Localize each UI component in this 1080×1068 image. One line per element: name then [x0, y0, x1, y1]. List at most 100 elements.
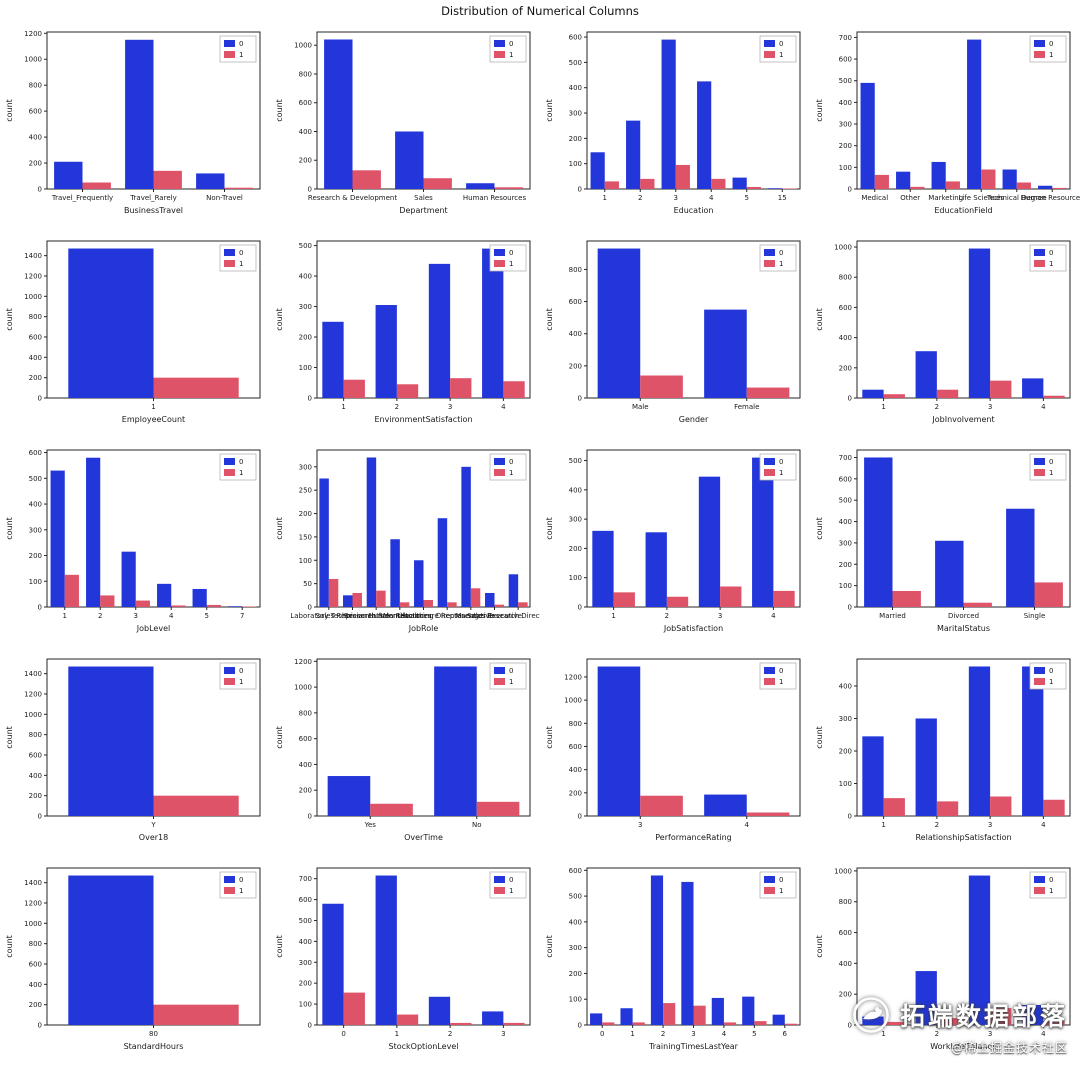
x-tick-label: Single [1024, 612, 1046, 620]
x-tick-label: 4 [1041, 821, 1046, 829]
x-axis-label: WorkLifeBalance [930, 1042, 997, 1051]
legend-swatch-0 [764, 249, 775, 256]
bar-series-1 [1052, 187, 1067, 189]
bar-series-1 [602, 1022, 615, 1025]
y-tick-label: 400 [29, 981, 42, 989]
bar-series-1 [242, 606, 257, 607]
y-tick-label: 100 [299, 1001, 312, 1009]
bar-series-0 [860, 82, 875, 189]
x-tick-label: 4 [169, 612, 174, 620]
chart-svg-WorkLifeBalance: 0 200 400 600 800 1000 count 1 2 3 4 WorkLifeBalanc… [815, 867, 1071, 1051]
y-tick-label: 400 [29, 772, 42, 780]
bar-series-0 [968, 248, 991, 398]
legend-label-1: 1 [1049, 51, 1053, 59]
x-axis-label: PerformanceRating [655, 833, 732, 842]
bar-series-1 [613, 592, 635, 607]
bar-series-1 [892, 590, 921, 607]
x-tick-label: 4 [771, 612, 776, 620]
y-tick-label: 600 [569, 34, 582, 42]
y-tick-label: 400 [299, 273, 312, 281]
y-tick-label: 0 [38, 604, 42, 612]
legend-swatch-1 [764, 469, 775, 476]
legend-label-1: 1 [239, 887, 243, 895]
legend-label-0: 0 [239, 458, 243, 466]
y-tick-label: 150 [299, 533, 312, 541]
y-tick-label: 1200 [564, 673, 582, 681]
legend-swatch-1 [494, 260, 505, 267]
bar-series-0 [661, 39, 676, 189]
bar-series-1 [494, 604, 504, 607]
legend-label-1: 1 [779, 51, 783, 59]
y-tick-label: 0 [848, 1022, 852, 1030]
y-tick-label: 50 [303, 580, 312, 588]
x-axis-label: StandardHours [124, 1042, 184, 1051]
subplot-MaritalStatus: 0 100 200 300 400 500 600 700 count Married Divorc… [810, 440, 1080, 649]
legend-label-0: 0 [239, 249, 243, 257]
legend-swatch-1 [224, 887, 235, 894]
y-axis-label: count [5, 308, 14, 331]
bar-series-0 [620, 1008, 633, 1025]
x-tick-label: Manufacturing Director [383, 612, 464, 620]
y-axis-label: count [5, 935, 14, 958]
legend-label-0: 0 [1049, 249, 1053, 257]
bar-series-1 [990, 796, 1012, 816]
bar-series-1 [782, 188, 797, 189]
x-tick-label: 1 [630, 1030, 634, 1038]
y-axis-label: count [545, 99, 554, 122]
bar-series-1 [352, 170, 381, 189]
bar-series-1 [503, 1022, 525, 1025]
bar-series-1 [936, 389, 959, 398]
y-tick-label: 400 [569, 918, 582, 926]
bar-series-1 [1043, 799, 1065, 816]
x-tick-label: Male [632, 403, 649, 411]
legend-swatch-1 [494, 469, 505, 476]
subplot-EducationField: 0 100 200 300 400 500 600 700 count Medical Other M… [810, 22, 1080, 231]
bar-series-1 [153, 170, 182, 189]
legend-swatch-0 [1034, 667, 1045, 674]
y-tick-label: 0 [38, 813, 42, 821]
x-tick-label: Human Resources [463, 194, 527, 202]
x-axis-label: OverTime [404, 833, 443, 842]
y-tick-label: 800 [299, 70, 312, 78]
y-tick-label: 100 [839, 780, 852, 788]
y-tick-label: 300 [569, 944, 582, 952]
legend-swatch-1 [494, 887, 505, 894]
charts-grid: 0 200 400 600 800 1000 1200 count Travel_Frequen… [0, 22, 1080, 1067]
x-tick-label: 1 [63, 612, 67, 620]
legend-box [759, 662, 797, 690]
y-tick-label: 600 [29, 108, 42, 116]
bar-series-0 [597, 666, 641, 816]
legend-box [1029, 453, 1067, 481]
x-tick-label: 5 [205, 612, 209, 620]
legend-swatch-1 [224, 51, 235, 58]
legend-label-0: 0 [779, 876, 783, 884]
subplot-BusinessTravel: 0 200 400 600 800 1000 1200 count Travel_Frequen… [0, 22, 270, 231]
y-tick-label: 1000 [294, 42, 312, 50]
y-tick-label: 500 [569, 893, 582, 901]
chart-svg-JobRole: 0 50 100 150 200 250 300 count Laboratory Techni… [275, 449, 550, 633]
x-tick-label: 4 [722, 1030, 727, 1038]
legend-label-1: 1 [239, 678, 243, 686]
bar-series-0 [121, 551, 136, 607]
x-tick-label: 2 [665, 612, 669, 620]
legend-swatch-0 [494, 667, 505, 674]
y-tick-label: 600 [29, 333, 42, 341]
bar-series-1 [693, 1005, 706, 1025]
x-tick-label: 3 [988, 1030, 992, 1038]
subplot-TrainingTimesLastYear: 0 100 200 300 400 500 600 count 0 1 2 3 4 5 6 TrainingT… [540, 858, 810, 1067]
y-axis-label: count [275, 726, 284, 749]
y-tick-label: 0 [308, 604, 312, 612]
x-tick-label: Research Scientist [344, 612, 409, 620]
bar-series-1 [936, 1018, 959, 1025]
bar-series-0 [324, 39, 353, 189]
bar-series-0 [590, 1013, 603, 1025]
y-tick-label: 1200 [24, 272, 42, 280]
y-tick-label: 700 [839, 454, 852, 462]
bar-series-1 [945, 181, 960, 189]
y-tick-label: 500 [29, 475, 42, 483]
y-tick-label: 800 [569, 720, 582, 728]
y-axis-label: count [545, 517, 554, 540]
legend-label-1: 1 [779, 678, 783, 686]
legend-label-1: 1 [509, 260, 513, 268]
bar-series-0 [414, 560, 424, 607]
